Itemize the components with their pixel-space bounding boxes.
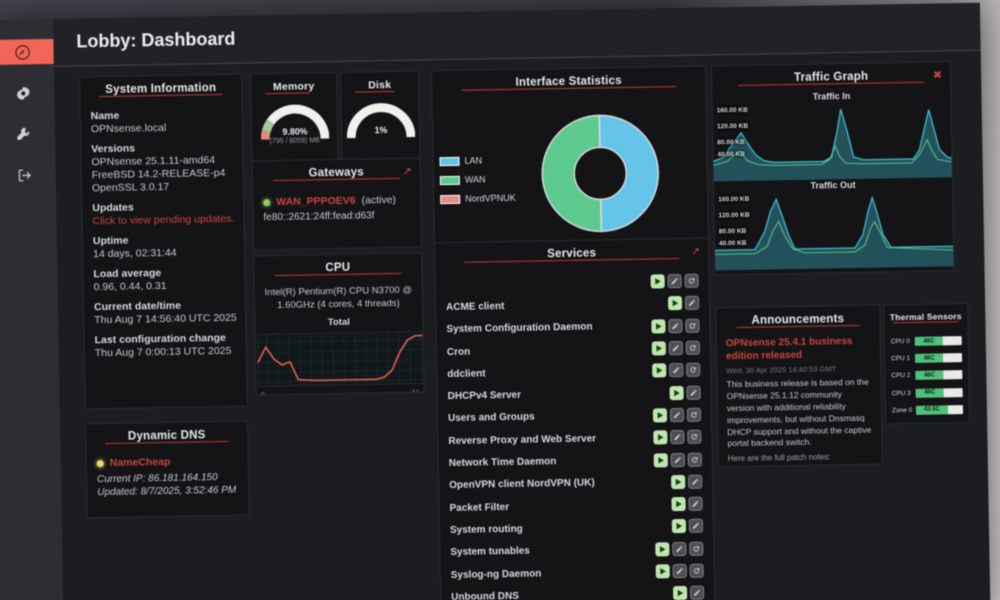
svg-text:1%: 1% bbox=[374, 125, 387, 135]
svg-text:9.80%: 9.80% bbox=[282, 127, 307, 137]
